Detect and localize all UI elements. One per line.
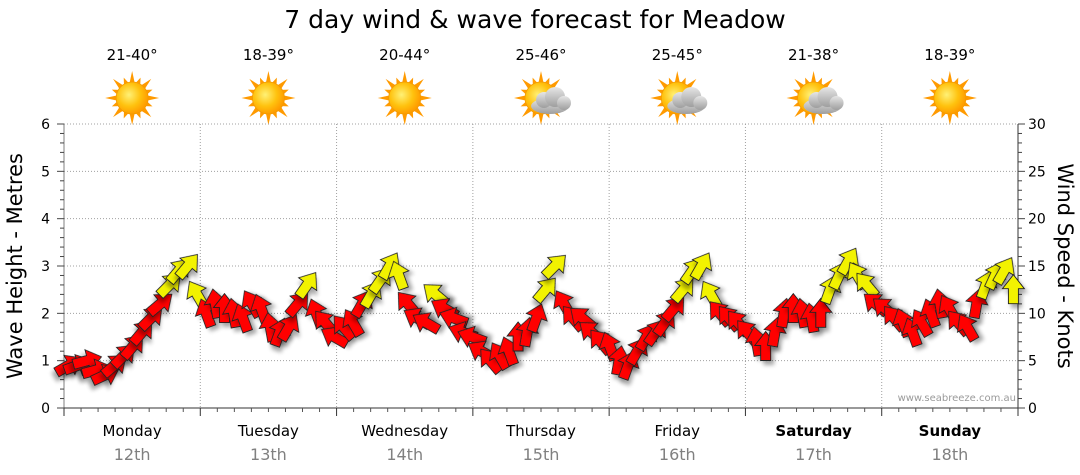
day-name-label: Sunday (919, 422, 982, 440)
day-date-label: 12th (114, 445, 151, 464)
temperature-label: 18-39° (243, 46, 294, 64)
right-tick-label: 25 (1028, 164, 1046, 180)
day-labels: Monday 12th Tuesday 13th Wednesday 14th Thursd… (103, 422, 982, 464)
day-name-label: Wednesday (361, 422, 448, 440)
wind-arrow (174, 253, 198, 281)
right-axis-label: Wind Speed - Knots (1053, 163, 1077, 368)
left-tick-label: 0 (41, 401, 50, 417)
day-date-label: 16th (659, 445, 696, 464)
day-date-label: 14th (386, 445, 423, 464)
temperature-label: 25-46° (515, 46, 566, 64)
wind-arrow (808, 297, 833, 328)
wind-arrow (294, 272, 318, 300)
day-name-label: Tuesday (237, 422, 299, 440)
temperature-label: 21-38° (788, 46, 839, 64)
cloud-icon (803, 87, 844, 114)
sun-cloud-icon (514, 71, 571, 125)
left-tick-label: 6 (41, 117, 50, 133)
wind-arrow (231, 303, 254, 334)
right-tick-label: 20 (1028, 212, 1046, 228)
cloud-icon (667, 87, 708, 114)
cloud-icon (531, 87, 571, 114)
wind-arrow (956, 313, 980, 343)
right-tick-label: 10 (1028, 306, 1046, 322)
wind-arrow (525, 303, 548, 334)
day-date-label: 18th (931, 445, 968, 464)
day-name-label: Saturday (775, 422, 852, 440)
grid-lines (63, 123, 1018, 408)
left-tick-label: 3 (41, 259, 50, 275)
left-axis-label: Wave Height - Metres (3, 153, 27, 379)
wind-arrow (700, 280, 723, 310)
day-date-label: 13th (250, 445, 287, 464)
left-tick-label: 1 (41, 354, 50, 370)
wind-arrow (276, 313, 300, 343)
wind-arrow (836, 247, 859, 277)
left-axis-ticks: 0 1 2 3 4 5 6 (41, 117, 64, 417)
day-name-label: Monday (103, 422, 162, 440)
sun-cloud-icon (650, 71, 708, 125)
left-tick-label: 4 (41, 212, 50, 228)
wind-arrow (540, 254, 566, 281)
wind-arrow (992, 257, 1015, 286)
sun-icon (922, 71, 977, 125)
day-date-label: 15th (523, 445, 560, 464)
left-tick-label: 5 (41, 164, 50, 180)
sun-cloud-icon (786, 71, 844, 125)
right-tick-label: 0 (1028, 401, 1037, 417)
right-axis-ticks: 0 5 10 15 20 25 30 (1018, 117, 1046, 417)
chart-title: 7 day wind & wave forecast for Meadow (284, 5, 785, 34)
temperature-row: 21-40° 18-39° 20-44° 25-46° 25-45° 21-38° 18-3… (107, 46, 976, 64)
wind-arrow (145, 293, 173, 318)
credit-label: www.seabreeze.com.au (898, 393, 1016, 404)
wind-arrow (1001, 273, 1026, 305)
right-tick-label: 15 (1028, 259, 1046, 275)
left-tick-label: 2 (41, 306, 50, 322)
temperature-label: 21-40° (107, 46, 158, 64)
day-date-label: 17th (795, 445, 832, 464)
temperature-label: 20-44° (379, 46, 430, 64)
temperature-label: 25-45° (652, 46, 703, 64)
day-name-label: Thursday (505, 422, 576, 440)
wind-arrow (412, 312, 442, 335)
right-tick-label: 5 (1028, 354, 1037, 370)
sun-icon (105, 71, 160, 125)
sun-icon (241, 71, 296, 125)
weather-icons (105, 71, 977, 125)
temperature-label: 18-39° (924, 46, 975, 64)
wind-arrow (387, 260, 410, 291)
wind-arrow (532, 277, 556, 305)
sun-icon (377, 71, 432, 125)
axes (63, 124, 1019, 416)
wind-arrow (689, 252, 713, 282)
wind-arrows (53, 247, 1026, 386)
right-tick-label: 30 (1028, 117, 1046, 133)
day-name-label: Friday (655, 422, 701, 440)
wind-arrow (856, 272, 881, 300)
